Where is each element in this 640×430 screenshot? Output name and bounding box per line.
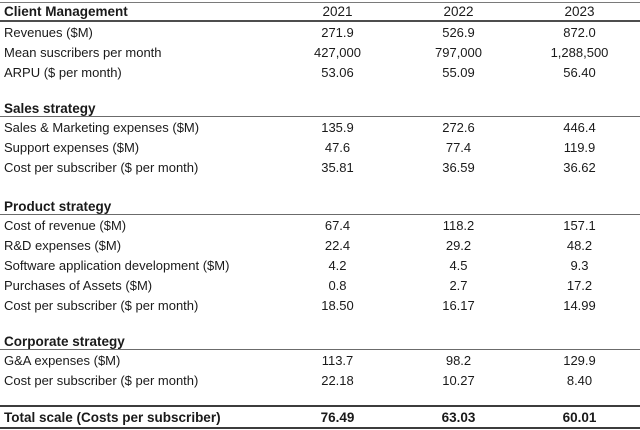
table-row-software-development: Software application development ($M) 4.…	[0, 255, 640, 275]
section-title-corporate-strategy: Corporate strategy	[0, 333, 640, 350]
row-value-2023: 157.1	[563, 217, 596, 233]
row-label: Revenues ($M)	[4, 24, 93, 40]
row-value-2021: 4.2	[328, 257, 347, 273]
row-value-2021: 22.4	[324, 237, 351, 253]
section-title-sales-strategy: Sales strategy	[0, 100, 640, 117]
row-value-2021: 22.18	[321, 372, 354, 388]
table-row-support-expenses: Support expenses ($M) 47.6 77.4 119.9	[0, 137, 640, 157]
row-value-2022: 36.59	[442, 159, 475, 175]
row-value-2022: 4.5	[449, 257, 468, 273]
section-title-text: Product strategy	[4, 198, 112, 214]
row-value-2021: 53.06	[321, 64, 354, 80]
row-value-2022: 16.17	[442, 297, 475, 313]
total-value-2023: 60.01	[562, 409, 597, 425]
row-value-2022: 526.9	[442, 24, 475, 40]
row-value-2023: 119.9	[563, 139, 596, 155]
header-rule	[0, 20, 640, 22]
row-value-2021: 35.81	[321, 159, 354, 175]
table-row-arpu: ARPU ($ per month) 53.06 55.09 56.40	[0, 62, 640, 82]
row-value-2023: 446.4	[563, 119, 596, 135]
row-value-2023: 8.40	[566, 372, 593, 388]
row-value-2022: 29.2	[445, 237, 472, 253]
table-row-ga-expenses: G&A expenses ($M) 113.7 98.2 129.9	[0, 350, 640, 370]
row-label: Sales & Marketing expenses ($M)	[4, 119, 200, 135]
column-header-2022: 2022	[443, 4, 474, 19]
row-value-2023: 9.3	[570, 257, 589, 273]
section-title-text: Corporate strategy	[4, 333, 125, 349]
table-row-purchases-of-assets: Purchases of Assets ($M) 0.8 2.7 17.2	[0, 275, 640, 295]
section-title-text: Sales strategy	[4, 100, 96, 116]
row-value-2021: 47.6	[324, 139, 351, 155]
row-label: Cost of revenue ($M)	[4, 217, 127, 233]
section-title-client-management: Client Management	[4, 4, 128, 19]
row-label: Purchases of Assets ($M)	[4, 277, 153, 293]
table-row-product-cost-per-subscriber: Cost per subscriber ($ per month) 18.50 …	[0, 295, 640, 315]
row-label: R&D expenses ($M)	[4, 237, 122, 253]
row-value-2023: 1,288,500	[550, 44, 609, 60]
row-value-2022: 10.27	[442, 372, 475, 388]
row-value-2021: 0.8	[328, 277, 347, 293]
row-label: Support expenses ($M)	[4, 139, 140, 155]
column-header-2023: 2023	[564, 4, 595, 19]
table-row-sales-cost-per-subscriber: Cost per subscriber ($ per month) 35.81 …	[0, 157, 640, 177]
table-header-row: Client Management 2021 2022 2023	[0, 3, 640, 20]
table-row-cost-of-revenue: Cost of revenue ($M) 67.4 118.2 157.1	[0, 215, 640, 235]
table-row-rd-expenses: R&D expenses ($M) 22.4 29.2 48.2	[0, 235, 640, 255]
row-value-2021: 135.9	[321, 119, 354, 135]
row-label: G&A expenses ($M)	[4, 352, 121, 368]
row-value-2022: 2.7	[449, 277, 468, 293]
row-value-2023: 48.2	[566, 237, 593, 253]
row-label: Cost per subscriber ($ per month)	[4, 159, 199, 175]
total-value-2022: 63.03	[441, 409, 476, 425]
row-label: Cost per subscriber ($ per month)	[4, 297, 199, 313]
row-value-2023: 14.99	[563, 297, 596, 313]
row-value-2022: 797,000	[435, 44, 482, 60]
table-row-sales-marketing: Sales & Marketing expenses ($M) 135.9 27…	[0, 117, 640, 137]
row-value-2023: 56.40	[563, 64, 596, 80]
row-label: Software application development ($M)	[4, 257, 230, 273]
row-value-2023: 36.62	[563, 159, 596, 175]
section-title-product-strategy: Product strategy	[0, 198, 640, 215]
row-value-2021: 67.4	[324, 217, 351, 233]
row-value-2022: 98.2	[445, 352, 472, 368]
row-label: ARPU ($ per month)	[4, 64, 122, 80]
row-value-2023: 129.9	[563, 352, 596, 368]
row-value-2021: 271.9	[321, 24, 354, 40]
row-value-2022: 272.6	[442, 119, 475, 135]
row-value-2022: 77.4	[445, 139, 472, 155]
total-label: Total scale (Costs per subscriber)	[4, 409, 221, 425]
row-value-2022: 55.09	[442, 64, 475, 80]
row-label: Mean suscribers per month	[4, 44, 162, 60]
table-top-rule	[0, 2, 640, 3]
row-value-2021: 427,000	[314, 44, 361, 60]
row-value-2023: 17.2	[566, 277, 593, 293]
row-value-2023: 872.0	[563, 24, 596, 40]
row-value-2021: 113.7	[321, 352, 354, 368]
table-row-total-scale: Total scale (Costs per subscriber) 76.49…	[0, 405, 640, 429]
total-value-2021: 76.49	[320, 409, 355, 425]
row-value-2021: 18.50	[321, 297, 354, 313]
table-row-corporate-cost-per-subscriber: Cost per subscriber ($ per month) 22.18 …	[0, 370, 640, 390]
row-label: Cost per subscriber ($ per month)	[4, 372, 199, 388]
table-row-revenues: Revenues ($M) 271.9 526.9 872.0	[0, 22, 640, 42]
row-value-2022: 118.2	[442, 217, 475, 233]
column-header-2021: 2021	[322, 4, 353, 19]
table-row-mean-subscribers: Mean suscribers per month 427,000 797,00…	[0, 42, 640, 62]
